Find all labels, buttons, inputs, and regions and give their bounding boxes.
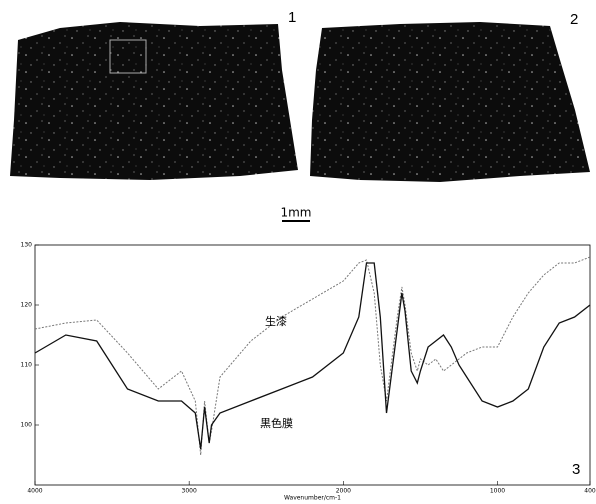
series-label: 生漆 xyxy=(265,314,287,328)
panel-label: 3 xyxy=(572,461,580,478)
spectrum: 100 110 120 130 4000 3000 2000 1000 400 Wavenumbe… xyxy=(21,242,596,502)
scale-bar-label: 1mm xyxy=(280,206,311,220)
y-tick-label: 110 xyxy=(21,362,33,369)
series-label: 黒色膜 xyxy=(260,416,293,430)
x-tick-label: 4000 xyxy=(27,488,42,495)
spectrum-line xyxy=(34,262,591,450)
x-tick-label: 3000 xyxy=(182,488,197,495)
x-tick-label: 400 xyxy=(584,488,596,495)
inset-box xyxy=(109,39,147,74)
y-tick-label: 130 xyxy=(21,242,33,249)
x-tick-label: 2000 xyxy=(336,488,351,495)
sample-photo-2 xyxy=(310,22,590,182)
sample-photo-1 xyxy=(10,22,298,180)
plot-frame xyxy=(34,244,591,486)
panel-label: 1 xyxy=(288,9,296,26)
y-tick-label: 100 xyxy=(21,422,33,429)
spectrum-line xyxy=(34,256,591,456)
x-tick-label: 1000 xyxy=(490,488,505,495)
panel-label: 2 xyxy=(570,11,578,28)
y-tick-label: 120 xyxy=(21,302,33,309)
x-axis-label: Wavenumber/cm-1 xyxy=(284,495,341,502)
